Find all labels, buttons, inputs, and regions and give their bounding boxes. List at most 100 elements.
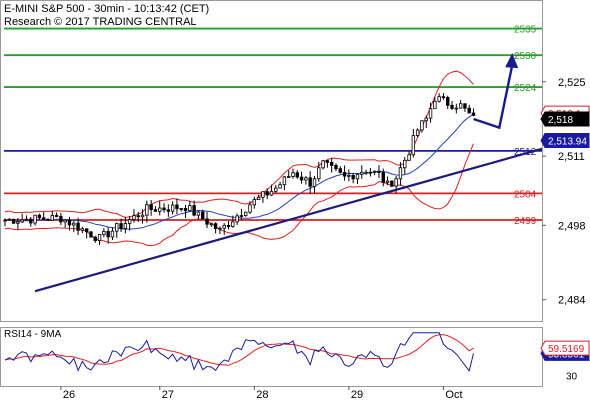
candle-body [450,104,454,109]
candle-body [59,216,63,223]
y-tick-label: 2,525 [558,77,586,89]
candle-body [218,227,222,230]
price-panel-frame [0,0,543,322]
candle-body [454,107,459,110]
candle-body [145,204,149,216]
candle-body [385,180,390,183]
candle-body [175,204,179,210]
candle-body [3,219,7,222]
x-tick-label: Oct [445,389,462,400]
candle-body [106,231,110,238]
y-tick-label: 2,498 [558,220,586,232]
candle-body [149,204,153,210]
rising-trendline [34,147,543,293]
candle-body [407,154,411,161]
candle-body [29,218,33,224]
candle-body [213,223,218,229]
candle-body [347,174,351,177]
forecast-arrow-head [505,53,519,69]
candle-body [458,103,463,109]
candle-body [119,223,123,229]
bollinger-upper-band [4,70,474,219]
candle-body [235,215,239,223]
candle-body [463,103,467,109]
candle-body [317,167,321,180]
candle-body [248,204,252,213]
candle-body [291,172,295,177]
candle-body [7,218,11,221]
candle-body [282,176,287,186]
candle-body [403,159,407,169]
candle-body [63,219,67,223]
candle-body [441,96,446,99]
chart-copyright: Research © 2017 TRADING CENTRAL [4,16,197,28]
candle-body [433,100,437,110]
candle-body [321,160,325,169]
candle-body [179,208,183,210]
level-label-2530: 2530 [514,51,537,62]
candle-body [304,177,308,181]
candle-body [89,231,93,238]
candle-body [136,215,140,218]
candle-body [351,174,355,180]
candle-body [127,219,132,224]
candle-body [299,176,304,181]
level-label-2535: 2535 [514,25,537,36]
candle-body [170,204,175,212]
moving-average-line [4,113,474,230]
candle-body [446,97,450,106]
candle-body [415,129,420,136]
candle-body [188,205,192,212]
candle-body [368,171,373,174]
y-tick-label: 2,511 [558,151,585,163]
rsi-panel-frame [0,327,543,387]
candle-body [84,228,89,233]
candle-body [50,215,54,221]
candle-body [140,214,145,218]
candle-body [205,218,209,225]
candle-body [115,223,119,232]
candle-body [24,218,29,221]
rsi-y-label: 30 [566,372,578,383]
candle-body [325,160,330,163]
price-badge-pivot [540,133,590,149]
candle-body [97,233,102,241]
candle-body [334,164,338,170]
candle-body [239,215,244,217]
level-label-2524: 2524 [514,83,537,94]
candle-body [381,172,385,183]
level-label-2512: 2512 [514,147,537,158]
candle-body [123,223,128,229]
candle-body [295,172,299,178]
candle-body [424,117,428,122]
candle-body [338,168,342,173]
candle-body [286,176,291,178]
rsi-badge-9MA [540,340,590,356]
candle-body [377,170,381,173]
candle-body [390,180,394,187]
candle-body [256,196,261,201]
candle-body [201,211,205,220]
candle-body [72,222,76,226]
candle-body [226,224,231,227]
candle-body [244,211,248,216]
x-tick-label: 26 [63,389,75,400]
candle-body [437,96,441,102]
rsi-panel-title: RSI14 - 9MA [4,329,62,340]
candle-body [471,112,476,116]
candle-body [37,214,42,219]
y-tick-label: 2,484 [558,295,586,307]
candle-body [183,208,188,212]
candle-body [196,211,201,216]
rsi-badge-label-9MA: 59.5169 [548,344,585,355]
level-label-2499: 2499 [514,216,537,227]
candle-body [355,173,360,180]
rsi-line [4,332,474,373]
candle-body [132,215,136,220]
forecast-arrow-line [473,64,514,130]
candle-body [67,219,72,226]
candle-body [153,209,158,212]
candle-body [41,217,46,220]
candle-body [329,161,334,166]
candle-body [420,120,424,131]
